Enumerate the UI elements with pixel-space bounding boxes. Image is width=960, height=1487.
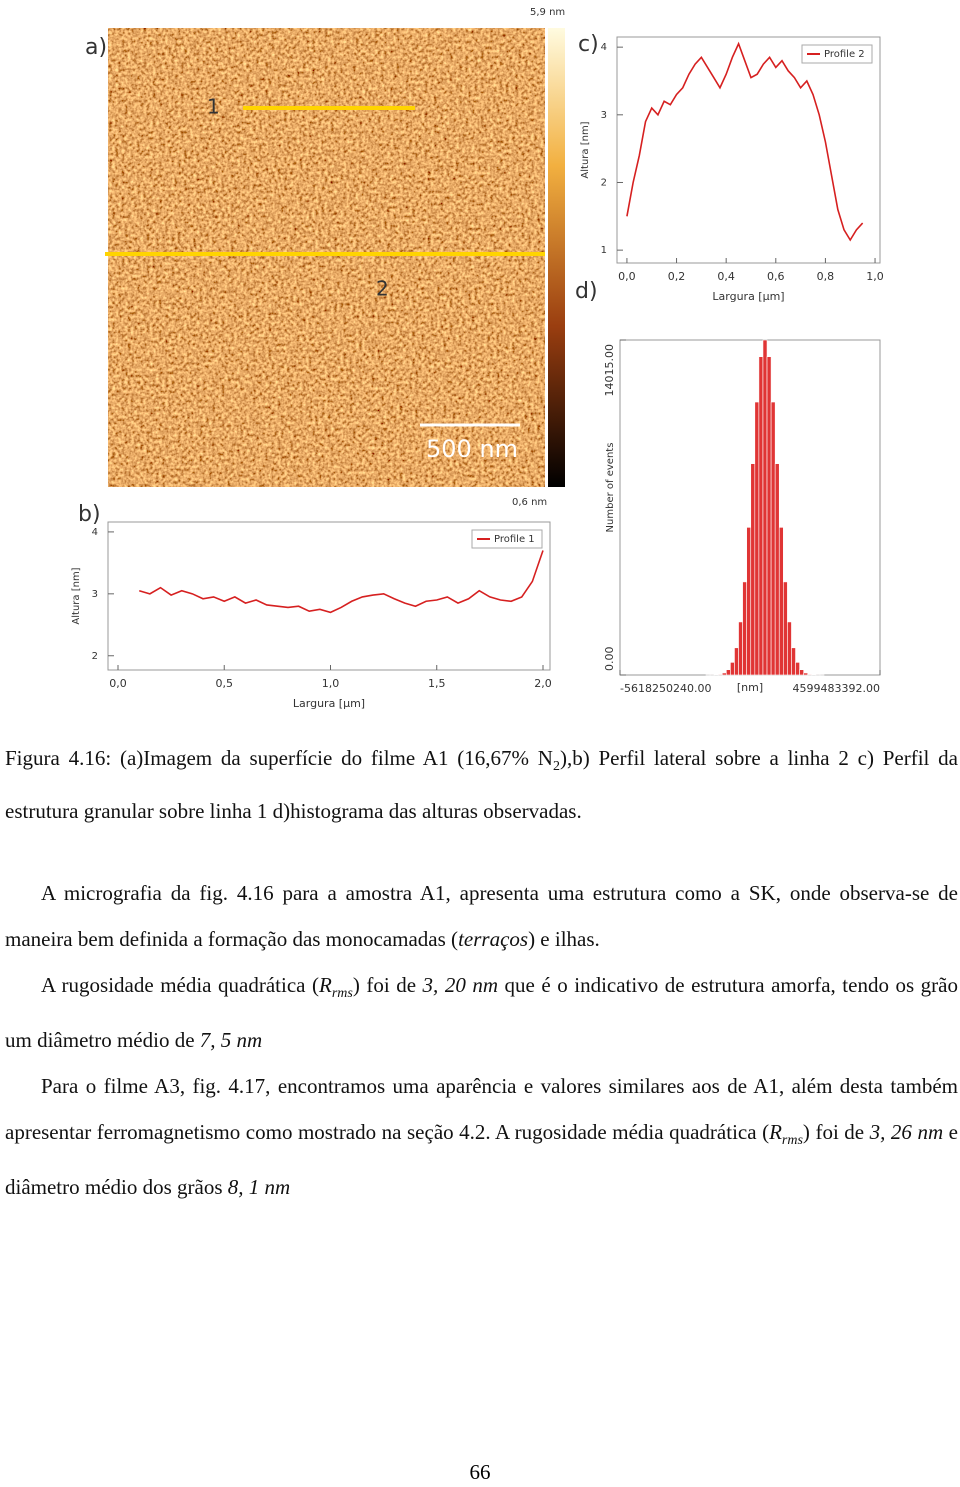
y-tick-label: 2 — [601, 177, 607, 188]
paragraph: Para o filme A3, fig. 4.17, encontramos … — [5, 1063, 958, 1210]
panel-label: b) — [78, 502, 101, 527]
text: ) e ilhas. — [528, 927, 600, 951]
hist-bar — [803, 672, 809, 676]
text: A rugosidade média quadrática ( — [41, 973, 319, 997]
math: 7, 5 nm — [199, 1028, 263, 1053]
y-tick-label: 4 — [601, 42, 607, 53]
hist-bar — [734, 647, 739, 676]
y-axis-label: Number of events — [605, 443, 616, 533]
x-tick-label: 0,5 — [215, 677, 233, 690]
x-tick-label: 1,5 — [428, 677, 446, 690]
hist-bar — [754, 401, 760, 676]
hist-bar — [742, 581, 747, 676]
caption-text: ),b) Perfil lateral sobre a linha 2 c) P… — [5, 746, 958, 824]
hist-bar — [787, 621, 792, 676]
hist-bar — [799, 669, 804, 676]
y-tick-label: 1 — [601, 245, 607, 256]
hist-bar — [778, 527, 784, 676]
hist-bar — [766, 356, 772, 676]
y-tick-label: 3 — [92, 589, 98, 600]
hist-bar — [758, 356, 764, 676]
math: rms — [331, 986, 353, 1002]
hist-bar — [726, 669, 731, 676]
math: 8, 1 nm — [227, 1175, 291, 1200]
legend-box — [471, 529, 543, 549]
profile-line — [626, 41, 864, 242]
hist-bar — [738, 621, 743, 676]
x-axis-label: Largura [µm] — [712, 290, 784, 303]
x-tick-label: 0,2 — [668, 270, 686, 283]
plot-frame — [616, 36, 881, 264]
hist-bar — [717, 674, 723, 676]
y-tick-label: 14015.00 — [603, 344, 616, 397]
line-label: 2 — [376, 277, 389, 301]
x-tick-label: -5618250240.00 — [620, 682, 711, 695]
panel-label: d) — [575, 279, 598, 304]
x-tick-label: 0,0 — [109, 677, 127, 690]
y-tick-label: 4 — [92, 527, 98, 538]
hist-bar — [721, 672, 727, 676]
text: que é o indicativo de estrutura amorfa, … — [5, 973, 958, 1053]
text: Para o filme A3, fig. 4.17, encontramos … — [5, 1074, 958, 1145]
x-tick-label: 2,0 — [534, 677, 552, 690]
panel-label: a) — [85, 35, 107, 60]
hist-bar — [783, 581, 788, 676]
text: A micrografia da fig. 4.16 para a amostr… — [5, 881, 958, 951]
hist-bar — [795, 662, 800, 676]
y-axis-label: Altura [nm] — [580, 121, 591, 178]
caption: Figura 4.16: (a)Imagem da superfície do … — [5, 736, 958, 834]
text: ) foi de — [352, 973, 423, 997]
x-tick-label: 4599483392.00 — [793, 682, 880, 695]
x-axis-label: [nm] — [737, 681, 763, 694]
colorbar-min: 0,6 nm — [512, 497, 547, 508]
text: ) foi de — [802, 1120, 870, 1145]
paragraph: A rugosidade média quadrática (Rrms) foi… — [5, 962, 958, 1063]
hist-bar — [730, 662, 735, 676]
y-tick-label: 2 — [92, 651, 98, 662]
math: R — [318, 973, 332, 997]
y-axis-label: Altura [nm] — [71, 567, 82, 624]
body-text: A micrografia da fig. 4.16 para a amostr… — [5, 870, 958, 1210]
hist-bar — [746, 527, 752, 676]
paragraph: A micrografia da fig. 4.16 para a amostr… — [5, 870, 958, 962]
colorbar — [548, 28, 565, 487]
math: R — [769, 1120, 782, 1145]
profile-line — [139, 550, 544, 614]
y-tick-label: 3 — [601, 110, 607, 121]
math: 3, 20 nm — [422, 973, 499, 997]
hist-bar — [774, 463, 780, 676]
hist-bar — [762, 339, 768, 676]
text: e diâmetro médio dos grãos — [5, 1120, 958, 1200]
hist-bar — [807, 674, 813, 676]
caption-text: Figura 4.16: (a)Imagem da superfície do … — [5, 746, 553, 770]
line-label: 1 — [207, 95, 220, 119]
x-tick-label: 1,0 — [866, 270, 884, 283]
y-tick-label: 0.00 — [603, 647, 616, 672]
legend-label: Profile 2 — [824, 49, 865, 60]
x-tick-label: 0,4 — [717, 270, 735, 283]
x-tick-label: 0,6 — [767, 270, 785, 283]
text: terraços — [458, 927, 529, 951]
x-tick-label: 1,0 — [322, 677, 340, 690]
page-number: 66 — [469, 1460, 491, 1484]
hist-bar — [770, 401, 776, 676]
figure: a) 1 2 500 nm 5,9 nm 0,6 nm b) 0,0 0,5 1,0 1… — [71, 7, 884, 710]
x-tick-label: 0,8 — [817, 270, 835, 283]
colorbar-max: 5,9 nm — [530, 7, 565, 18]
legend-label: Profile 1 — [494, 534, 535, 545]
panel-label: c) — [578, 32, 599, 57]
legend-box — [801, 44, 873, 64]
scale-bar-label: 500 nm — [426, 435, 518, 463]
hist-bar — [791, 647, 796, 676]
x-tick-label: 0,0 — [618, 270, 636, 283]
math: 3, 26 nm — [869, 1120, 944, 1145]
hist-bar — [750, 463, 756, 676]
afm-image — [108, 28, 545, 487]
math: rms — [781, 1133, 803, 1149]
caption-sub: 2 — [552, 759, 560, 775]
x-axis-label: Largura [µm] — [293, 697, 365, 710]
